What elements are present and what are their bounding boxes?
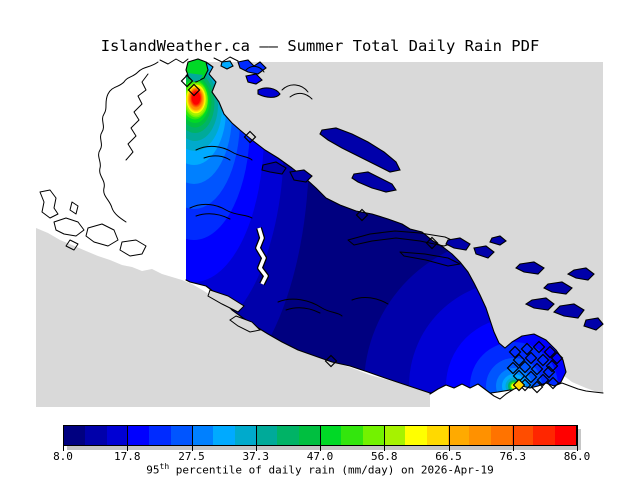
strait-islands xyxy=(220,59,604,331)
colorbar-cell xyxy=(447,426,470,445)
colorbar-tick xyxy=(320,425,321,451)
colorbar-tick-label: 17.8 xyxy=(114,450,141,463)
peak-station-diamond xyxy=(512,378,526,392)
colorbar-cell xyxy=(85,426,107,445)
station-diamond xyxy=(508,345,522,359)
colorbar-cell xyxy=(405,426,427,445)
colorbar-tick xyxy=(63,425,64,451)
station-diamond xyxy=(532,340,546,354)
colorbar-cell xyxy=(149,426,171,445)
colorbar-cell xyxy=(554,426,576,445)
colorbar-tick-label: 76.3 xyxy=(499,450,527,463)
station-diamond xyxy=(543,345,557,359)
colorbar-cell xyxy=(383,426,406,445)
station-diamond xyxy=(506,361,520,375)
colorbar-tick-label: 66.5 xyxy=(435,450,462,463)
colorbar-tick-label: 8.0 xyxy=(53,450,73,463)
colorbar-cell xyxy=(298,426,320,445)
colorbar-cell xyxy=(490,426,512,445)
station-diamond xyxy=(180,74,194,88)
caption-value: 95 xyxy=(146,463,160,477)
station-diamond xyxy=(536,373,550,387)
station-diamond xyxy=(425,236,439,250)
colorbar-cell xyxy=(277,426,299,445)
colorbar-cell xyxy=(127,426,150,445)
station-diamond xyxy=(536,353,550,367)
colorbar-tick xyxy=(384,425,386,451)
station-markers xyxy=(180,74,564,394)
colorbar-cell xyxy=(170,426,192,445)
colorbar-tick xyxy=(255,425,257,451)
colorbar-cell xyxy=(362,426,384,445)
coastline-data-region xyxy=(185,61,567,395)
station-diamond xyxy=(530,362,544,376)
station-diamond xyxy=(545,359,559,373)
station-diamond xyxy=(530,380,544,394)
station-diamond xyxy=(520,342,534,356)
caption-superscript: th xyxy=(159,462,170,471)
station-diamond xyxy=(550,351,564,365)
station-diamond xyxy=(542,365,556,379)
colorbar-cell xyxy=(511,426,534,445)
colorbar-tick-label: 37.3 xyxy=(242,450,270,463)
colorbar-cell xyxy=(213,426,235,445)
colorbar-tick-label: 27.5 xyxy=(178,450,205,463)
colorbar-tick xyxy=(191,425,193,451)
colorbar-tick xyxy=(127,425,129,451)
colorbar-tick xyxy=(577,425,578,451)
caption-text: percentile of daily rain (mm/day) on 202… xyxy=(169,463,494,477)
colorbar-cell xyxy=(255,426,278,445)
colorbar-cell xyxy=(64,426,86,445)
colorbar-cell xyxy=(469,426,491,445)
colorbar-tick-label: 47.0 xyxy=(306,450,334,463)
station-diamond xyxy=(355,208,369,222)
colorbar-caption: 95th percentile of daily rain (mm/day) o… xyxy=(0,462,640,477)
station-diamond xyxy=(524,351,538,365)
station-diamond xyxy=(518,360,532,374)
figure-title: IslandWeather.ca —— Summer Total Daily R… xyxy=(100,37,540,55)
olympic-peninsula xyxy=(429,382,604,407)
west-coast-outlines xyxy=(39,56,313,257)
colorbar-tick-label: 56.8 xyxy=(371,450,398,463)
colorbar-cell xyxy=(426,426,448,445)
colorbar-cell xyxy=(234,426,256,445)
station-diamond xyxy=(524,370,538,384)
fjord-inlets xyxy=(207,289,262,333)
station-diamond xyxy=(324,354,338,368)
colorbar-cell xyxy=(106,426,128,445)
colorbar-tick xyxy=(448,425,450,451)
inlet-channel xyxy=(255,227,269,286)
station-diamond xyxy=(512,353,526,367)
colorbar-cell xyxy=(191,426,214,445)
colorbar-tick xyxy=(512,425,514,451)
station-diamond xyxy=(243,130,257,144)
colorbar-cell xyxy=(341,426,363,445)
colorbar-tick-label: 86.0 xyxy=(563,450,591,463)
station-diamond xyxy=(187,83,201,97)
colorbar-cell xyxy=(533,426,555,445)
station-diamond xyxy=(546,376,560,390)
colorbar-cell xyxy=(319,426,342,445)
